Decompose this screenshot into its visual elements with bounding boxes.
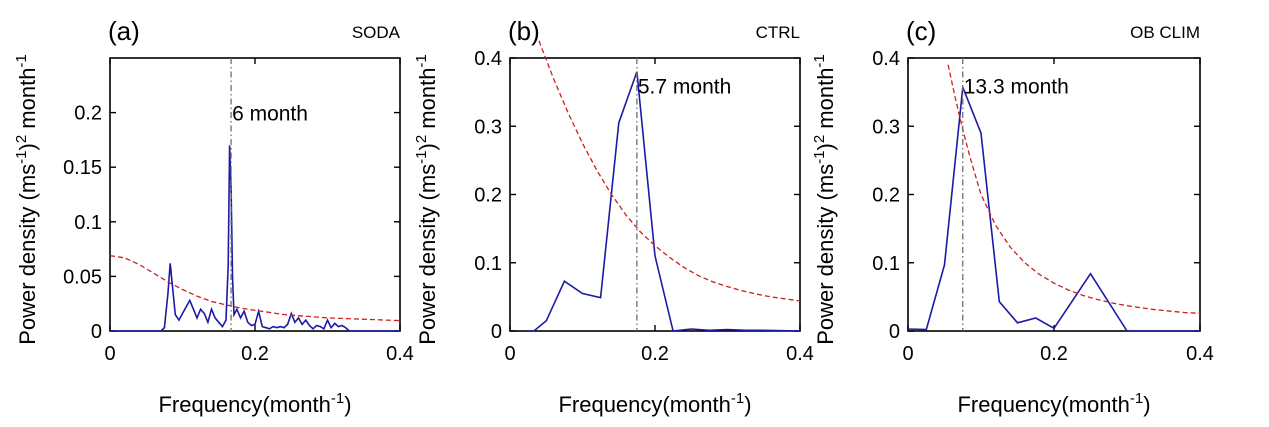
dataset-name: OB CLIM	[1130, 23, 1200, 42]
y-tick-label: 0.4	[474, 48, 502, 70]
y-tick-label: 0.05	[63, 266, 102, 288]
spectrum-line	[528, 71, 801, 332]
y-axis-label: Power density (ms-1)2 month-1	[811, 54, 838, 345]
panel-letter: (c)	[906, 16, 936, 46]
x-tick-label: 0.2	[1040, 343, 1068, 365]
reference-curve	[947, 64, 1201, 314]
peak-annotation: 13.3 month	[964, 75, 1069, 98]
x-tick-label: 0	[504, 343, 515, 365]
spectrum-line	[110, 145, 400, 332]
y-tick-label: 0	[491, 321, 502, 343]
dataset-name: CTRL	[756, 23, 800, 42]
y-tick-label: 0.2	[74, 103, 102, 125]
reference-curve	[538, 40, 801, 302]
y-tick-label: 0.3	[474, 116, 502, 138]
y-tick-label: 0.1	[474, 253, 502, 275]
x-tick-label: 0.2	[241, 343, 269, 365]
y-tick-label: 0.1	[74, 212, 102, 234]
peak-annotation: 5.7 month	[638, 75, 731, 98]
x-tick-label: 0	[902, 343, 913, 365]
plot-frame	[509, 57, 801, 332]
x-tick-label: 0.4	[1186, 343, 1214, 365]
panel-letter: (b)	[508, 16, 540, 46]
dataset-name: SODA	[352, 23, 401, 42]
y-tick-label: 0.2	[474, 185, 502, 207]
reference-curve	[109, 255, 401, 322]
panel-b: 0 0.2 0.4 0 0.1 0.2 0.3 0.4 5.7 month (b) CTRL Freq…	[413, 16, 814, 417]
peak-annotation: 6 month	[232, 103, 308, 126]
plot-frame	[109, 57, 401, 332]
panel-a: 0 0.2 0.4 0 0.05 0.1 0.15 0.2 6 month (a) SODA Freq…	[13, 16, 414, 417]
x-tick-label: 0.4	[786, 343, 814, 365]
spectrum-line	[907, 87, 1200, 332]
panel-c: 0 0.2 0.4 0 0.1 0.2 0.3 0.4 13.3 month (c) OB CLIM…	[811, 16, 1214, 417]
y-tick-label: 0.1	[872, 253, 900, 275]
x-tick-label: 0	[104, 343, 115, 365]
y-tick-label: 0	[889, 321, 900, 343]
x-axis-label: Frequency(month-1)	[558, 390, 751, 417]
y-tick-label: 0.2	[872, 185, 900, 207]
x-tick-label: 0.2	[641, 343, 669, 365]
y-axis-label: Power density (ms-1)2 month-1	[413, 54, 440, 345]
y-tick-label: 0.15	[63, 157, 102, 179]
y-tick-label: 0.3	[872, 116, 900, 138]
x-tick-label: 0.4	[386, 343, 414, 365]
panel-letter: (a)	[108, 16, 140, 46]
x-axis-label: Frequency(month-1)	[957, 390, 1150, 417]
x-axis-label: Frequency(month-1)	[158, 390, 351, 417]
y-tick-label: 0	[91, 321, 102, 343]
y-axis-label: Power density (ms-1)2 month-1	[13, 54, 40, 345]
y-tick-label: 0.4	[872, 48, 900, 70]
